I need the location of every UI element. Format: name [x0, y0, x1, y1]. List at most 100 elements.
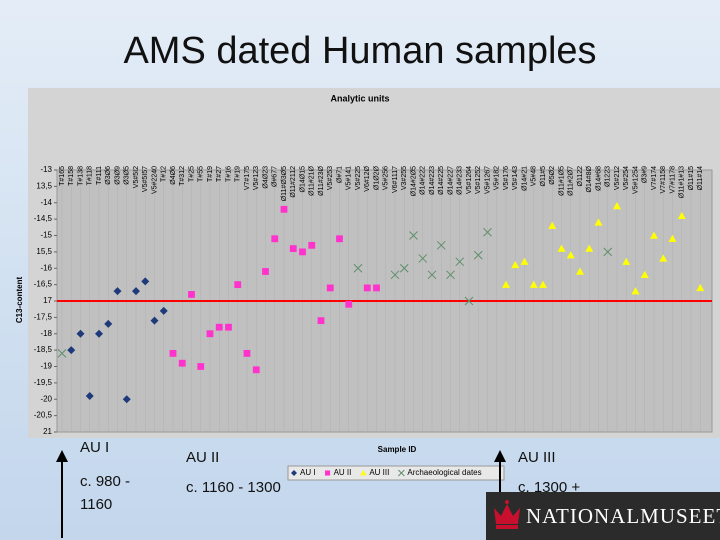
x-tick-label: V5#2240 [151, 166, 158, 194]
x-tick-label: V6#12Ø [364, 165, 371, 191]
triangle-marker [668, 234, 677, 242]
x-tick-label: Ø3#9 [642, 166, 649, 183]
x-tick-label: T#25 [188, 166, 195, 182]
triangle-marker [576, 267, 584, 275]
square-marker [262, 268, 269, 275]
diamond-marker [122, 395, 131, 404]
square-marker [169, 350, 177, 357]
x-tick-label: Ø4Ø23 [262, 166, 269, 189]
x-tick-label: Ø14#8Ø [586, 165, 593, 192]
y-tick-label: -14 [40, 198, 52, 207]
x-tick-label: V7#175 [244, 166, 251, 190]
x-marker [455, 257, 465, 267]
x-tick-label: Ø3Ø5 [124, 166, 131, 185]
x-tick-label: Ø11#1#13 [679, 166, 686, 198]
square-marker [243, 350, 251, 357]
square-marker [345, 300, 353, 308]
triangle-marker [659, 254, 668, 262]
y-tick-label: -19,5 [34, 378, 53, 387]
triangle-marker [594, 218, 603, 226]
x-marker [464, 296, 474, 306]
x-tick-label: Ø4Ø6 [170, 166, 177, 185]
square-marker [271, 235, 279, 243]
square-marker [225, 323, 232, 331]
note-period: c. 1160 - 1300 [186, 479, 281, 496]
x-tick-label: V7#1178 [669, 166, 676, 194]
x-tick-label: Ø14#222 [420, 166, 427, 195]
x-tick-label: Ø14#21 [521, 166, 528, 191]
x-tick-label: T#55 [198, 166, 205, 182]
x-tick-label: Ø14#2Ø5 [410, 166, 417, 196]
x-marker [57, 349, 67, 358]
diamond-marker [159, 306, 168, 315]
square-marker [336, 235, 343, 243]
x-tick-label: T#138 [77, 166, 84, 186]
square-marker [197, 363, 205, 370]
y-tick-label: 13,5 [36, 181, 52, 190]
diamond-marker [95, 329, 103, 338]
x-marker [427, 270, 437, 280]
triangle-marker [640, 270, 649, 278]
logo: NATIONALMUSEET [486, 492, 720, 540]
x-tick-label: T#312 [179, 166, 186, 186]
square-marker [206, 330, 214, 338]
y-tick-label: -19 [40, 362, 52, 371]
triangle-marker [566, 251, 575, 259]
y-tick-label: -15 [40, 231, 52, 240]
triangle-marker [650, 231, 658, 239]
y-tick-label: -20,5 [34, 411, 53, 420]
triangle-marker [548, 221, 557, 229]
x-tick-label: Ø14#227 [447, 166, 454, 195]
triangle-marker [557, 244, 566, 252]
square-marker [188, 291, 195, 298]
x-axis-label: Sample ID [378, 445, 417, 454]
x-tick-label: T#111 [96, 166, 103, 185]
x-tick-label: V5#212 [614, 166, 621, 190]
x-tick-label: Ø#71 [336, 166, 343, 183]
x-tick-label: Ø11#23Ø [318, 165, 325, 195]
x-marker [603, 247, 613, 257]
diamond-marker [85, 391, 94, 400]
x-tick-label: V5#1252 [475, 166, 482, 194]
diamond-marker [291, 470, 297, 476]
diamond-marker [67, 346, 76, 355]
y-tick-label: 21 [43, 427, 52, 436]
square-marker [178, 359, 186, 367]
legend-label: AU II [334, 468, 352, 477]
x-tick-label: V5#253 [327, 166, 334, 190]
x-tick-label: V5#123 [253, 166, 260, 190]
x-tick-label: Ø14#68 [595, 166, 602, 191]
x-marker [390, 270, 400, 280]
square-marker [289, 245, 297, 252]
x-tick-label: Ø1Ø2Ø [373, 165, 380, 190]
x-tick-label: Ø3Ø6 [105, 166, 112, 185]
legend-label: AU III [369, 468, 389, 477]
x-tick-label: Ø1122 [577, 166, 584, 187]
x-tick-label: V7#174 [651, 166, 658, 190]
y-tick-label: 15,5 [36, 247, 52, 256]
x-tick-label: V5#225 [355, 166, 362, 190]
chart-title: Analytic units [330, 93, 389, 103]
square-marker [252, 366, 260, 374]
triangle-marker [360, 470, 367, 476]
square-marker [363, 284, 371, 292]
x-tick-label: Ø11#21Ø [309, 165, 316, 195]
x-tick-label: Ø11#14 [697, 166, 704, 190]
x-marker [418, 254, 428, 263]
x-tick-label: Ø11#2Ø7 [568, 166, 575, 196]
x-tick-label: T#12 [161, 166, 168, 182]
crown-icon [494, 500, 520, 529]
x-tick-label: V5#143 [512, 166, 519, 190]
note-period: c. 980 - 1160 [80, 473, 131, 513]
x-marker [409, 231, 418, 240]
x-marker [473, 250, 483, 260]
x-tick-label: Ø14#233 [457, 166, 464, 195]
x-tick-label: V5#141 [346, 166, 353, 190]
x-marker [399, 263, 409, 273]
y-tick-label: -14,5 [34, 214, 53, 223]
x-tick-label: Ø11#Ø3Ø5 [281, 166, 288, 201]
x-tick-label: V5#176 [503, 166, 510, 190]
x-tick-label: Ø14Ø15 [299, 166, 306, 193]
x-tick-label: V5#5I2 [133, 166, 140, 188]
